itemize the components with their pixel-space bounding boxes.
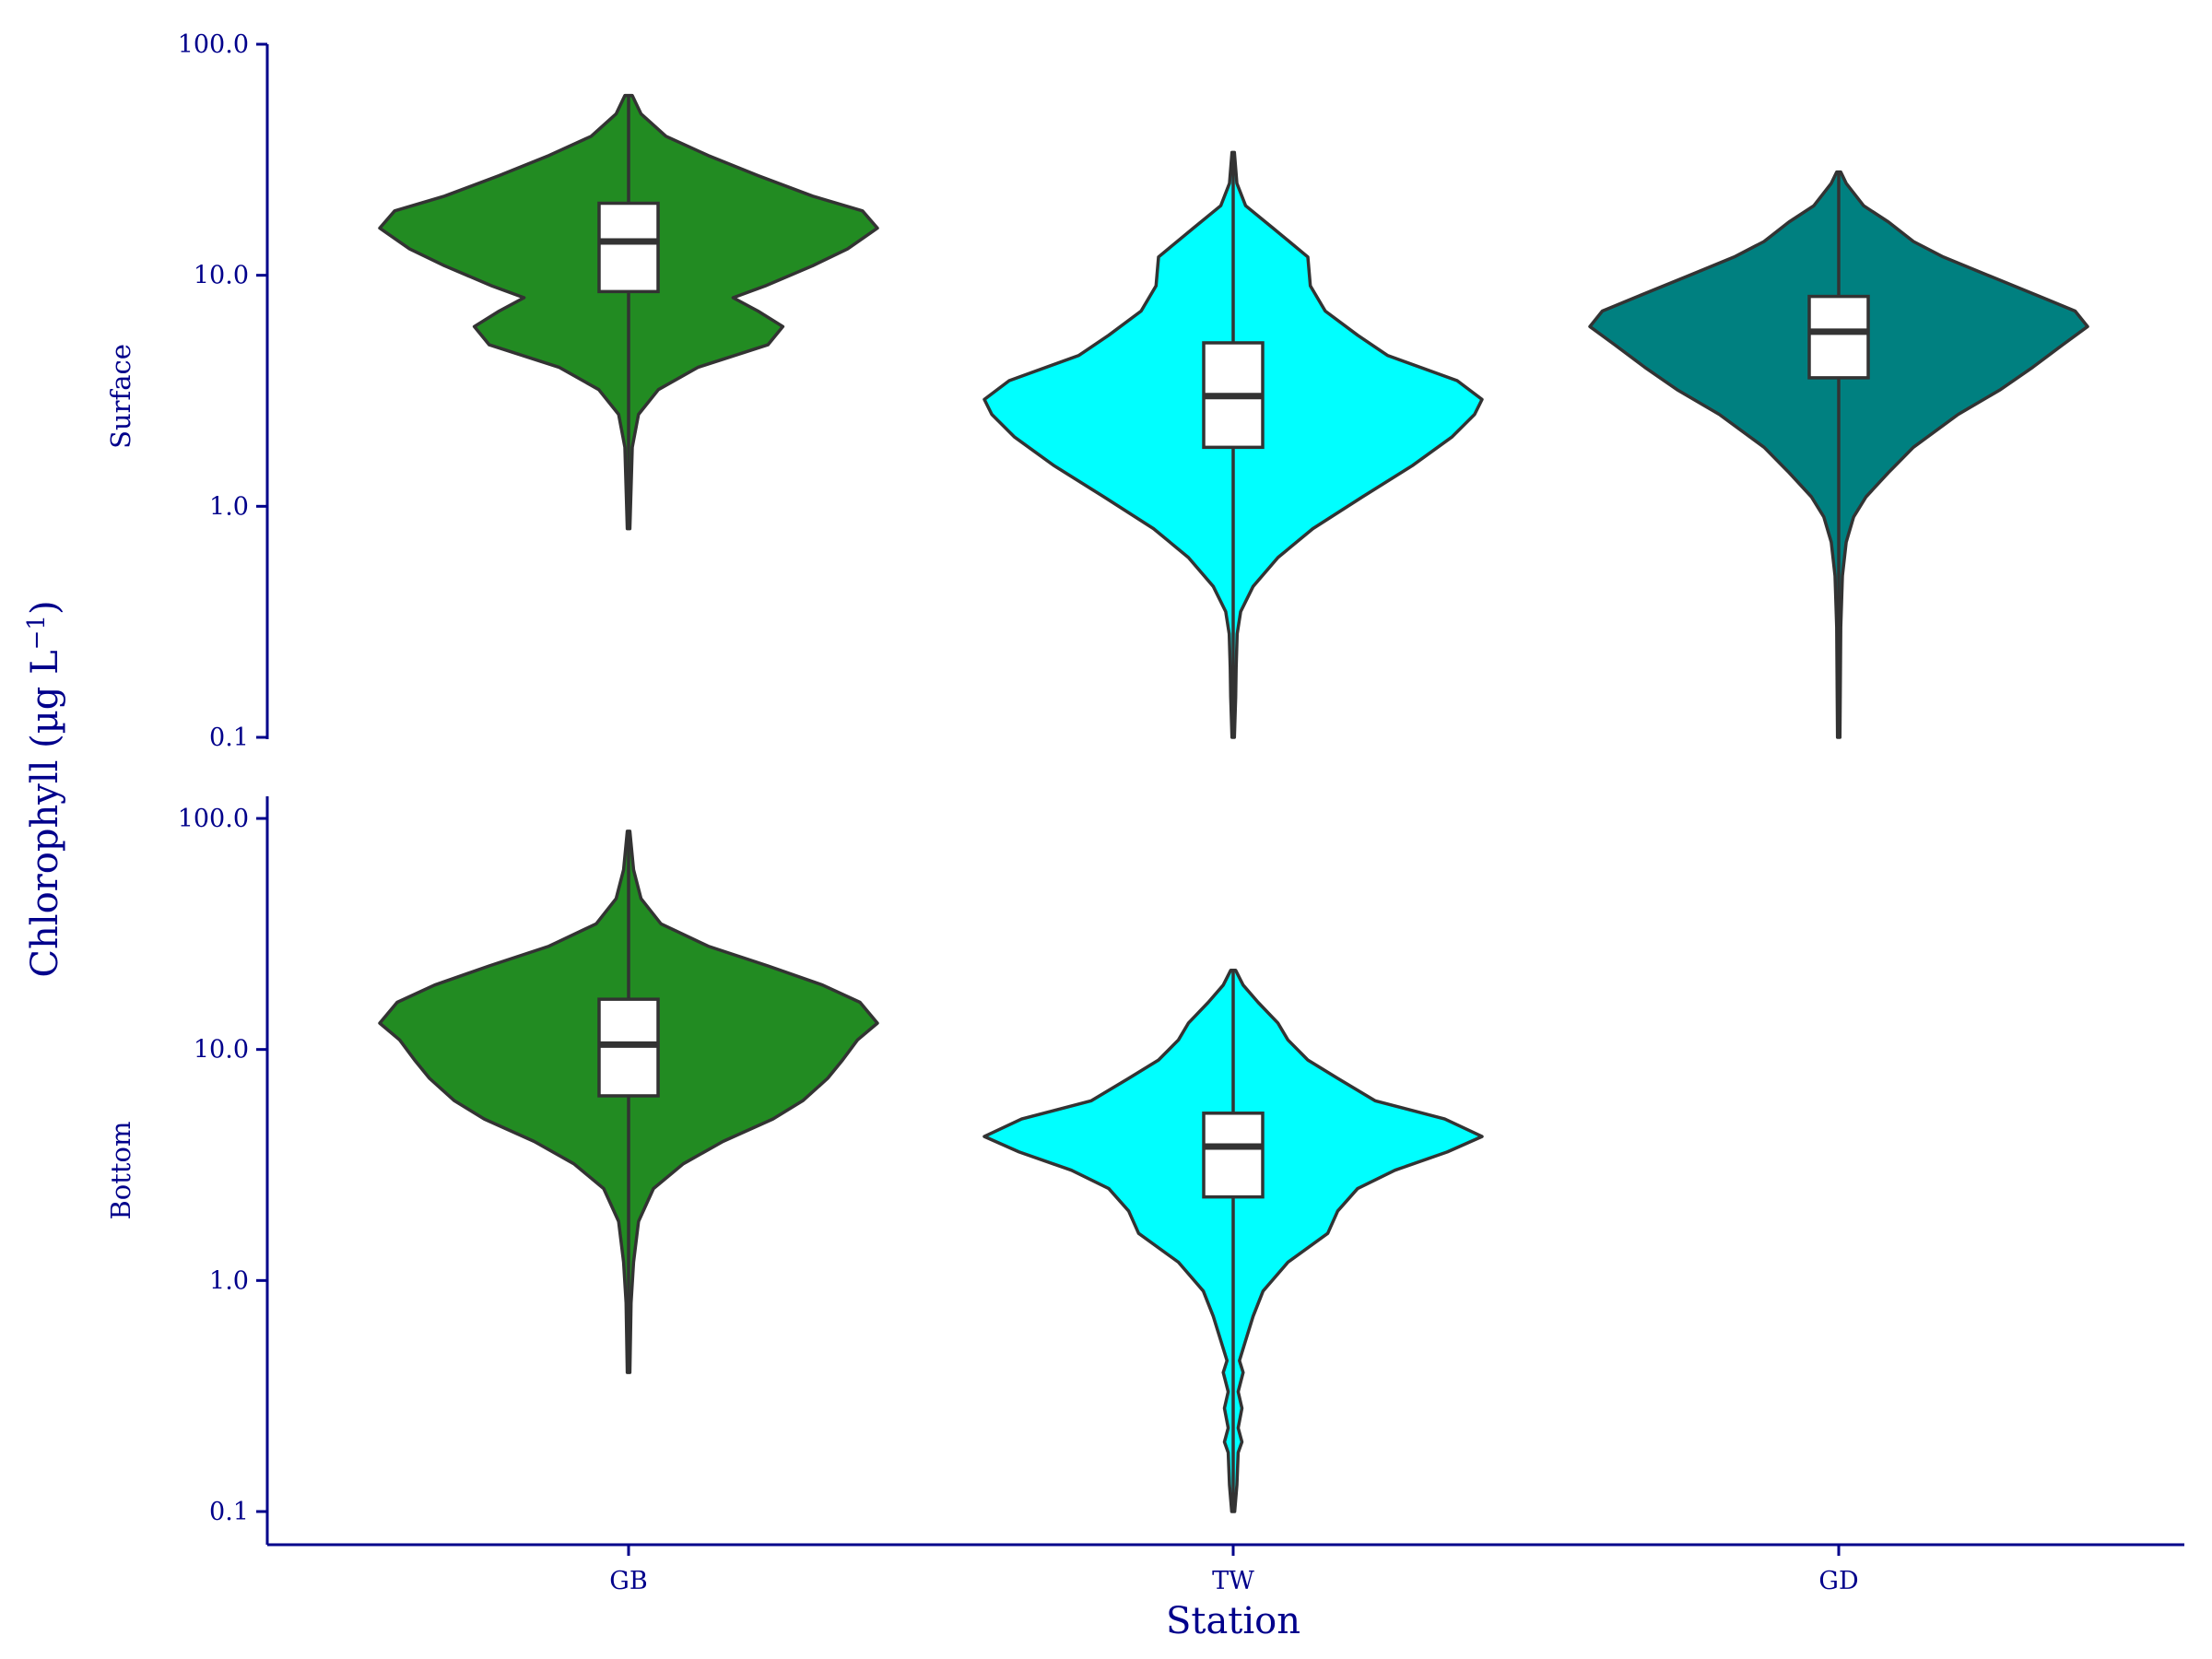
y-tick-label-surface-2: 10.0 — [194, 262, 249, 290]
y-tick-label-surface-3: 100.0 — [178, 30, 249, 59]
x-tick-label-gd: GD — [1818, 1567, 1858, 1595]
facet-label-surface: Surface — [105, 344, 136, 449]
y-tick-label-bottom-2: 10.0 — [194, 1036, 249, 1065]
x-tick-label-tw: TW — [1212, 1567, 1254, 1595]
box-surface-gb — [597, 201, 660, 294]
y-axis-title: Chlorophyll (µg L−1) — [23, 600, 66, 977]
facet-panel-surface: 0.1 1.0 10.0 100.0 — [178, 30, 2089, 752]
y-tick-label-bottom-1: 1.0 — [209, 1266, 249, 1295]
y-tick-label-surface-1: 1.0 — [209, 492, 249, 521]
facet-label-bottom: Bottom — [105, 1121, 136, 1219]
y-tick-label-bottom-3: 100.0 — [178, 805, 249, 833]
y-axis-title-main: Chlorophyll (µg L — [24, 650, 66, 977]
y-axis-title-close: ) — [24, 600, 66, 615]
facet-panel-bottom: 0.1 1.0 10.0 100.0 — [178, 796, 1484, 1545]
y-axis-title-superscript: −1 — [23, 615, 51, 650]
y-tick-label-surface-0: 0.1 — [209, 724, 249, 752]
x-axis-title: Station — [1166, 1600, 1300, 1642]
box-bottom-tw — [1202, 1112, 1265, 1199]
box-surface-gd — [1807, 294, 1870, 380]
x-axis: GB TW GD — [267, 1543, 2184, 1595]
y-tick-label-bottom-0: 0.1 — [209, 1498, 249, 1526]
x-tick-label-gb: GB — [609, 1567, 647, 1595]
